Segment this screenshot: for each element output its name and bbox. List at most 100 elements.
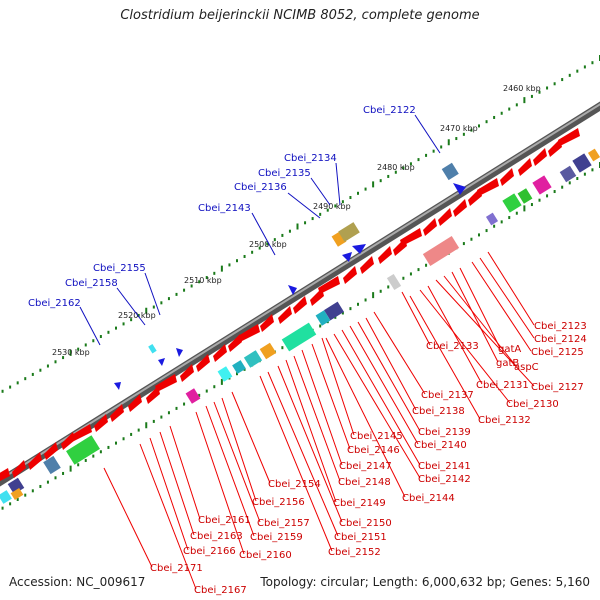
gene-block-green-1[interactable] — [502, 193, 522, 213]
gene-block-orange-2[interactable] — [259, 342, 277, 360]
gene-label-cbei-2141[interactable]: Cbei_2141 — [418, 461, 471, 472]
gene-label-cbei-2167[interactable]: Cbei_2167 — [194, 585, 247, 596]
gene-label-cbei-2147[interactable]: Cbei_2147 — [339, 461, 392, 472]
gene-label-cbei-2130[interactable]: Cbei_2130 — [506, 399, 559, 410]
forward-gene-arrow[interactable] — [310, 288, 324, 306]
forward-gene-arrow[interactable] — [533, 148, 547, 166]
gene-block-magenta-2[interactable] — [185, 388, 201, 404]
forward-gene-arrow[interactable] — [453, 199, 467, 217]
gene-label-cbei-2144[interactable]: Cbei_2144 — [402, 493, 455, 504]
forward-gene-arrow[interactable] — [94, 414, 108, 432]
forward-gene-arrow[interactable] — [0, 468, 10, 486]
forward-gene-arrow[interactable] — [228, 334, 242, 352]
forward-gene-arrow[interactable] — [548, 139, 562, 157]
gene-label-cbei-2123[interactable]: Cbei_2123 — [534, 321, 587, 332]
gene-label-cbei-2166[interactable]: Cbei_2166 — [183, 546, 236, 557]
gene-arrow-blue-6[interactable] — [114, 382, 121, 390]
forward-gene-arrow[interactable] — [61, 432, 75, 450]
gene-label-cbei-2145[interactable]: Cbei_2145 — [350, 431, 403, 442]
forward-gene-arrow[interactable] — [360, 256, 374, 274]
forward-gene-arrow[interactable] — [44, 442, 58, 460]
gene-arrow-blue-5[interactable] — [176, 348, 183, 357]
forward-gene-arrow[interactable] — [343, 266, 357, 284]
gene-label-cbei-2161[interactable]: Cbei_2161 — [198, 515, 251, 526]
forward-gene-arrow[interactable] — [180, 364, 194, 382]
gene-label-aspc[interactable]: aspC — [514, 362, 539, 373]
forward-gene-arrow[interactable] — [468, 188, 482, 206]
gene-block-orange-3[interactable] — [10, 487, 24, 501]
gene-label-cbei-2134[interactable]: Cbei_2134 — [284, 153, 337, 164]
gene-label-cbei-2148[interactable]: Cbei_2148 — [338, 477, 391, 488]
forward-gene-arrow[interactable] — [238, 324, 260, 342]
gene-label-cbei-2156[interactable]: Cbei_2156 — [252, 497, 305, 508]
forward-gene-arrow[interactable] — [70, 424, 92, 442]
gene-block-lavender[interactable] — [485, 212, 499, 226]
gene-arrow-blue-2[interactable] — [352, 244, 366, 254]
gene-label-cbei-2124[interactable]: Cbei_2124 — [534, 334, 587, 345]
gene-label-cbei-2122[interactable]: Cbei_2122 — [363, 105, 416, 116]
gene-block-pink[interactable] — [422, 236, 460, 266]
gene-block-aqua[interactable] — [281, 322, 317, 352]
gene-label-cbei-2137[interactable]: Cbei_2137 — [421, 390, 474, 401]
forward-gene-arrow[interactable] — [196, 354, 210, 372]
gene-label-cbei-2151[interactable]: Cbei_2151 — [334, 532, 387, 543]
forward-gene-arrow[interactable] — [293, 296, 307, 314]
gene-label-cbei-2149[interactable]: Cbei_2149 — [333, 498, 386, 509]
gene-label-cbei-2131[interactable]: Cbei_2131 — [476, 380, 529, 391]
gene-label-cbei-2136[interactable]: Cbei_2136 — [234, 182, 287, 193]
gene-label-cbei-2146[interactable]: Cbei_2146 — [347, 445, 400, 456]
gene-arrow-blue-3[interactable] — [288, 285, 297, 295]
gene-block-navy[interactable] — [572, 153, 592, 173]
gene-block-magenta[interactable] — [532, 175, 552, 195]
forward-gene-arrow[interactable] — [12, 460, 26, 478]
forward-gene-arrow[interactable] — [438, 208, 452, 226]
gene-label-cbei-2138[interactable]: Cbei_2138 — [412, 406, 465, 417]
gene-label-cbei-2171[interactable]: Cbei_2171 — [150, 563, 203, 574]
gene-box-cyan-small[interactable] — [148, 344, 157, 354]
gene-label-cbei-2155[interactable]: Cbei_2155 — [93, 263, 146, 274]
forward-gene-arrow[interactable] — [146, 386, 160, 404]
forward-gene-arrow[interactable] — [393, 238, 407, 256]
gene-block-cyan-4[interactable] — [0, 490, 12, 504]
gene-arrow-2122[interactable] — [453, 183, 466, 195]
gene-label-cbei-2160[interactable]: Cbei_2160 — [239, 550, 292, 561]
gene-label-cbei-2154[interactable]: Cbei_2154 — [268, 479, 321, 490]
gene-block-teal-2[interactable] — [232, 360, 246, 374]
gene-label-cbei-2152[interactable]: Cbei_2152 — [328, 547, 381, 558]
gene-label-cbei-2135[interactable]: Cbei_2135 — [258, 168, 311, 179]
gene-block-slate[interactable] — [559, 165, 577, 183]
gene-label-cbei-2163[interactable]: Cbei_2163 — [190, 531, 243, 542]
gene-arrow-blue-1[interactable] — [342, 252, 352, 262]
forward-gene-arrow[interactable] — [213, 344, 227, 362]
forward-gene-arrow[interactable] — [110, 404, 124, 422]
gene-block-gray[interactable] — [386, 273, 402, 291]
gene-box-olive[interactable] — [338, 222, 360, 242]
forward-gene-arrow[interactable] — [260, 314, 274, 332]
gene-label-gata[interactable]: gatA — [498, 344, 521, 355]
forward-gene-arrow[interactable] — [558, 128, 580, 146]
gene-block-green-3[interactable] — [66, 435, 100, 465]
gene-block-steel[interactable] — [43, 455, 61, 475]
gene-label-gatb[interactable]: gatB — [496, 358, 519, 369]
gene-label-cbei-2132[interactable]: Cbei_2132 — [478, 415, 531, 426]
gene-box-orange[interactable] — [331, 231, 347, 247]
gene-label-cbei-2162[interactable]: Cbei_2162 — [28, 298, 81, 309]
gene-block-navy-2[interactable] — [324, 301, 344, 321]
gene-block-teal[interactable] — [315, 310, 331, 326]
gene-block-cyan-3[interactable] — [217, 366, 233, 382]
gene-box-2122[interactable] — [441, 162, 459, 181]
gene-label-cbei-2143[interactable]: Cbei_2143 — [198, 203, 251, 214]
forward-gene-arrow[interactable] — [278, 306, 292, 324]
gene-label-cbei-2157[interactable]: Cbei_2157 — [257, 518, 310, 529]
forward-gene-arrow[interactable] — [518, 158, 532, 176]
gene-label-cbei-2127[interactable]: Cbei_2127 — [531, 382, 584, 393]
gene-block-green-2[interactable] — [517, 188, 533, 204]
forward-gene-arrow[interactable] — [128, 394, 142, 412]
forward-gene-arrow[interactable] — [500, 168, 514, 186]
forward-gene-arrow[interactable] — [423, 218, 437, 236]
gene-label-cbei-2158[interactable]: Cbei_2158 — [65, 278, 118, 289]
gene-arrow-blue-4[interactable] — [158, 358, 165, 366]
gene-block-orange[interactable] — [587, 148, 600, 162]
forward-gene-arrow[interactable] — [378, 246, 392, 264]
gene-label-cbei-2133[interactable]: Cbei_2133 — [426, 341, 479, 352]
